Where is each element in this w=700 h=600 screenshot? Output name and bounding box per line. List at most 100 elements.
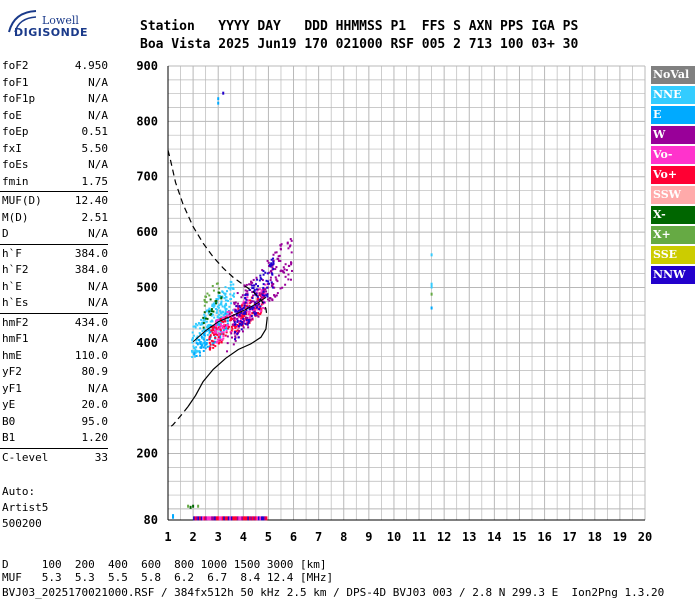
echo-point: [251, 297, 254, 300]
echo-point: [224, 324, 227, 327]
param-value: N/A: [88, 381, 108, 395]
echo-point: [248, 516, 251, 521]
echo-point: [233, 323, 236, 326]
header-labels: Station YYYY DAY DDD HHMMSS P1 FFS S AXN…: [140, 19, 579, 34]
legend-item-vo: Vo+: [651, 166, 695, 184]
echo-point: [258, 308, 261, 311]
echo-point: [279, 244, 282, 247]
echo-point: [252, 311, 255, 314]
echo-point: [267, 261, 270, 264]
echo-point: [202, 316, 205, 319]
echo-point: [198, 351, 201, 354]
echo-point: [252, 278, 255, 281]
echo-point: [228, 310, 231, 313]
echo-point: [202, 326, 205, 329]
echo-point: [206, 326, 209, 329]
echo-point: [243, 314, 246, 317]
echo-point: [269, 276, 272, 279]
echo-point: [239, 516, 242, 521]
param-row-d: D N/A: [0, 226, 112, 243]
echo-point: [262, 283, 265, 286]
echo-point: [226, 516, 229, 521]
echo-point: [223, 297, 226, 300]
echo-point: [247, 516, 250, 521]
echo-point: [230, 516, 233, 521]
echo-point: [275, 278, 278, 281]
echo-point: [208, 324, 211, 327]
echo-point: [251, 287, 254, 290]
echo-point: [195, 342, 198, 345]
echo-point: [290, 263, 293, 266]
echo-point: [252, 306, 255, 309]
echo-point: [226, 311, 229, 314]
y-tick-label: 800: [136, 114, 158, 128]
echo-point: [187, 504, 190, 508]
echo-point: [236, 320, 239, 323]
echo-point: [207, 308, 210, 311]
echo-point: [218, 316, 221, 319]
param-value: N/A: [88, 92, 108, 105]
echo-point: [285, 269, 288, 272]
echo-point: [290, 278, 293, 281]
param-value: 1.20: [81, 431, 109, 444]
echo-point: [237, 309, 240, 312]
echo-point: [211, 327, 214, 330]
echo-point: [271, 273, 274, 276]
echo-point: [235, 305, 238, 308]
echo-point: [200, 345, 203, 348]
echo-point: [232, 343, 235, 346]
echo-point: [288, 245, 291, 248]
echo-point: [228, 305, 231, 308]
echo-point: [222, 333, 225, 336]
echo-point: [241, 315, 244, 318]
echo-point: [282, 266, 285, 269]
echo-point: [267, 282, 270, 285]
echo-point: [194, 348, 197, 351]
echo-point: [220, 300, 223, 303]
echo-point: [189, 505, 192, 509]
echo-point: [215, 323, 218, 326]
echo-point: [220, 297, 223, 300]
distance-row: D 100 200 400 600 800 1000 1500 3000 [km…: [2, 558, 327, 571]
x-tick-label: 5: [265, 530, 272, 544]
echo-point: [249, 299, 252, 302]
echo-point: [240, 318, 243, 321]
echo-point: [222, 329, 225, 332]
polarization-legend: NoVal NNE E W Vo- Vo+ SSW X- X+ SSE NNW: [651, 66, 695, 286]
param-value: N/A: [88, 332, 108, 345]
echo-point: [240, 328, 243, 331]
echo-point: [262, 290, 265, 293]
param-label: MUF(D): [2, 194, 42, 207]
echo-point: [224, 334, 227, 337]
echo-point: [206, 317, 209, 320]
echo-point: [222, 334, 225, 337]
echo-point: [266, 259, 269, 262]
echo-point: [287, 278, 290, 281]
echo-point: [202, 334, 205, 337]
echo-point: [219, 336, 222, 339]
logo-arc-icon: [8, 10, 37, 33]
param-value: 4.950: [74, 59, 108, 72]
echo-point: [290, 261, 293, 264]
echo-point: [202, 322, 205, 325]
param-separator: [0, 312, 108, 314]
param-row-hmf1: hmF1 N/A: [0, 331, 112, 348]
echo-point: [233, 338, 236, 341]
auto-code: 500200: [2, 517, 42, 530]
echo-point: [256, 295, 259, 298]
echo-point: [214, 516, 217, 521]
echo-point: [198, 339, 201, 342]
echo-point: [227, 299, 230, 302]
echo-point: [261, 269, 264, 272]
echo-point: [263, 296, 266, 299]
echo-point: [231, 323, 234, 326]
echo-point: [202, 338, 205, 341]
echo-point: [208, 328, 211, 331]
param-value: 1.75: [81, 174, 109, 188]
echo-point: [262, 273, 265, 276]
echo-point: [244, 316, 247, 319]
echo-point: [225, 299, 228, 302]
echo-point: [256, 298, 259, 301]
echo-point: [249, 283, 252, 286]
x-tick-label: 3: [215, 530, 222, 544]
